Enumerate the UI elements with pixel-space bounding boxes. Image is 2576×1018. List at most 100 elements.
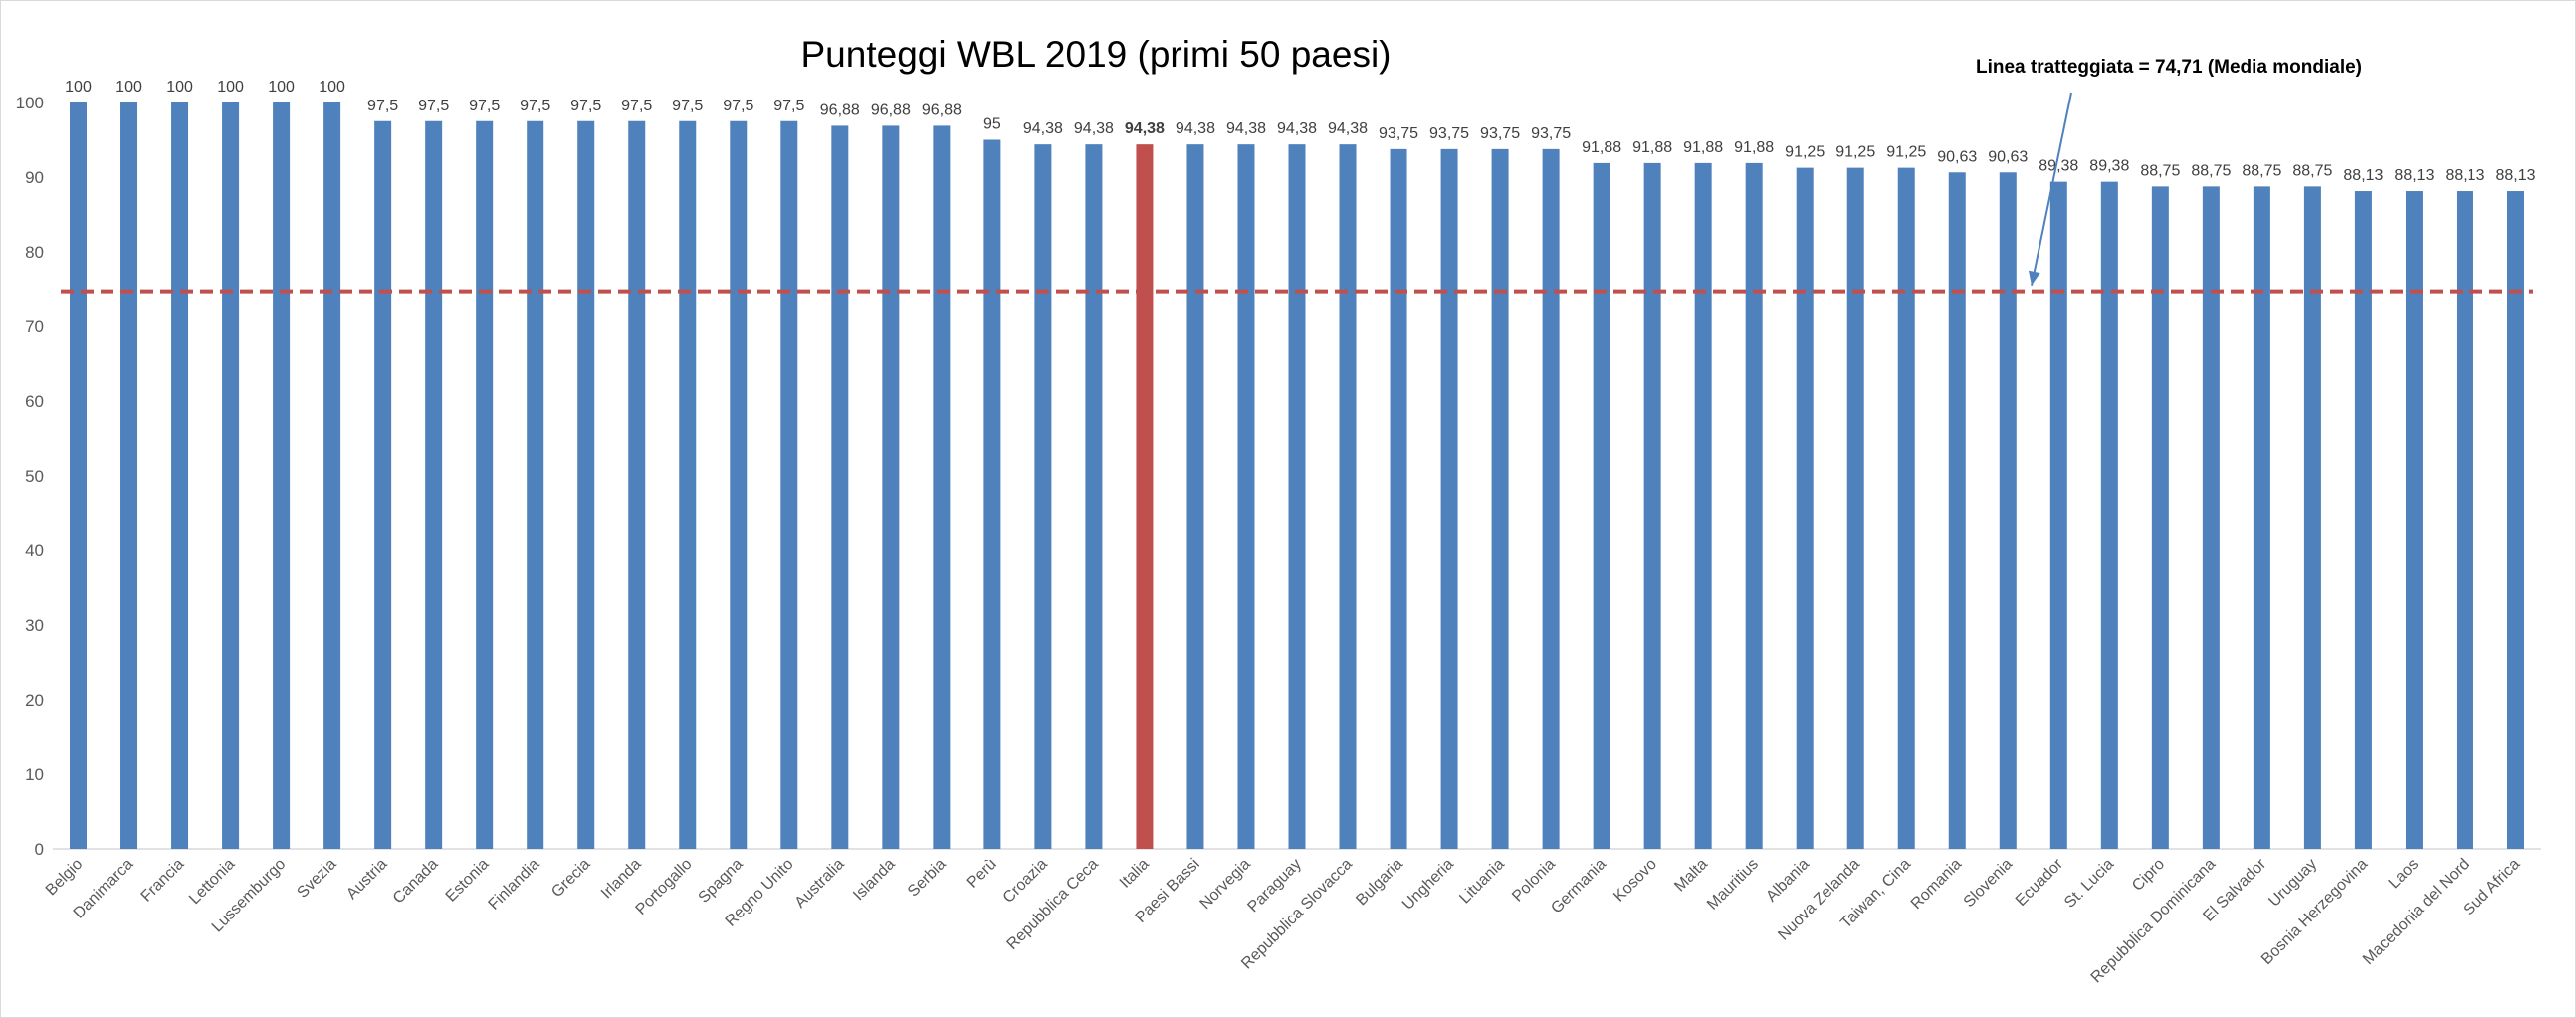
- y-tick-label: 10: [25, 765, 44, 784]
- data-label: 88,75: [2292, 162, 2332, 179]
- category-label: Perù: [965, 856, 1000, 892]
- data-label: 90,63: [1937, 148, 1977, 165]
- y-tick-label: 60: [25, 392, 44, 411]
- category-label: Croazia: [1000, 856, 1051, 907]
- data-label: 94,38: [1023, 120, 1063, 137]
- category-label: Islanda: [850, 856, 899, 905]
- bar: [882, 125, 900, 849]
- bar: [1339, 144, 1357, 849]
- bar: [1796, 167, 1814, 849]
- category-label: Polonia: [1509, 856, 1559, 906]
- annotation-arrowhead: [2028, 270, 2040, 286]
- bar-highlight: [1136, 144, 1154, 849]
- bar: [1491, 148, 1509, 849]
- data-label: 96,88: [820, 102, 860, 118]
- bar: [1288, 144, 1306, 849]
- data-label: 97,5: [520, 98, 550, 114]
- bar: [1999, 172, 2017, 849]
- data-label: 88,13: [2394, 167, 2434, 184]
- bar: [2303, 186, 2321, 849]
- data-label: 100: [65, 79, 92, 96]
- bar: [70, 102, 88, 849]
- bar: [2253, 186, 2270, 849]
- bar: [171, 102, 189, 849]
- bar: [323, 102, 341, 849]
- bar: [120, 102, 138, 849]
- bar: [374, 120, 392, 849]
- bar: [2151, 186, 2169, 849]
- data-label: 89,38: [2089, 158, 2129, 175]
- bar: [577, 120, 595, 849]
- data-label: 91,25: [1835, 144, 1875, 161]
- bar: [222, 102, 240, 849]
- category-label: Repubblica Ceca: [1004, 856, 1102, 953]
- y-tick-label: 80: [25, 243, 44, 262]
- bar: [2354, 191, 2372, 849]
- data-label: 94,38: [1176, 120, 1215, 137]
- bar: [2405, 191, 2423, 849]
- category-label: Francia: [138, 856, 188, 906]
- data-label: 97,5: [367, 98, 398, 114]
- category-label: Romania: [1908, 856, 1965, 913]
- bar: [1186, 144, 1204, 849]
- data-label: 95: [983, 116, 1001, 133]
- category-label: Finlandia: [486, 856, 543, 914]
- category-label: Austria: [343, 856, 390, 903]
- category-label: Australia: [792, 856, 848, 912]
- data-label: 93,75: [1379, 125, 1418, 142]
- category-label: Lettonia: [186, 856, 238, 908]
- category-label: Kosovo: [1610, 856, 1660, 906]
- y-tick-label: 40: [25, 541, 44, 560]
- category-label: Svezia: [294, 856, 339, 902]
- data-label: 90,63: [1988, 148, 2028, 165]
- bar: [1694, 162, 1712, 849]
- category-label: Belgio: [43, 856, 87, 900]
- data-label: 93,75: [1531, 125, 1571, 142]
- bar: [983, 139, 1001, 849]
- bar: [1593, 162, 1610, 849]
- bar: [2202, 186, 2220, 849]
- category-label: Lituania: [1456, 856, 1508, 908]
- category-label: Cipro: [2129, 856, 2168, 895]
- category-label: Irlanda: [598, 856, 645, 903]
- bar: [1897, 167, 1915, 849]
- data-label: 97,5: [672, 98, 703, 114]
- data-labels-group: 100 100 100 100 100 100 97,5 97,5 97,5 97,5 97,5 97…: [65, 79, 2535, 184]
- category-label: Canada: [390, 856, 442, 908]
- bar: [1948, 172, 1966, 849]
- reference-line-annotation: Linea tratteggiata = 74,71 (Media mondia…: [1976, 57, 2362, 78]
- bar: [527, 120, 544, 849]
- y-tick-label: 100: [16, 94, 44, 112]
- data-label: 100: [268, 79, 295, 96]
- data-label: 88,75: [2140, 162, 2180, 179]
- y-tick-label: 70: [25, 317, 44, 336]
- bar: [831, 125, 849, 849]
- data-label: 91,88: [1632, 139, 1672, 156]
- bar: [1745, 162, 1763, 849]
- category-label: Albania: [1763, 856, 1813, 906]
- category-label: Italia: [1117, 856, 1153, 892]
- bar: [1846, 167, 1864, 849]
- bar: [2049, 181, 2067, 849]
- annotation-arrow: [2031, 92, 2072, 286]
- category-label: Serbia: [905, 856, 950, 901]
- data-label: 88,13: [2445, 167, 2484, 184]
- bar: [730, 120, 748, 849]
- data-label: 96,88: [922, 102, 962, 118]
- y-tick-label: 90: [25, 168, 44, 187]
- data-label: 94,38: [1277, 120, 1317, 137]
- category-label: Grecia: [548, 856, 593, 901]
- bar: [1237, 144, 1255, 849]
- bar: [1542, 148, 1560, 849]
- category-label: Ecuador: [2013, 855, 2067, 910]
- category-label: Bulgaria: [1353, 856, 1406, 910]
- category-label: Germania: [1548, 856, 1610, 917]
- category-label: St. Lucia: [2061, 856, 2117, 912]
- y-tick-label: 30: [25, 616, 44, 635]
- bar: [2456, 191, 2473, 849]
- bar: [1643, 162, 1661, 849]
- data-label: 100: [319, 79, 345, 96]
- data-label: 94,38: [1226, 120, 1266, 137]
